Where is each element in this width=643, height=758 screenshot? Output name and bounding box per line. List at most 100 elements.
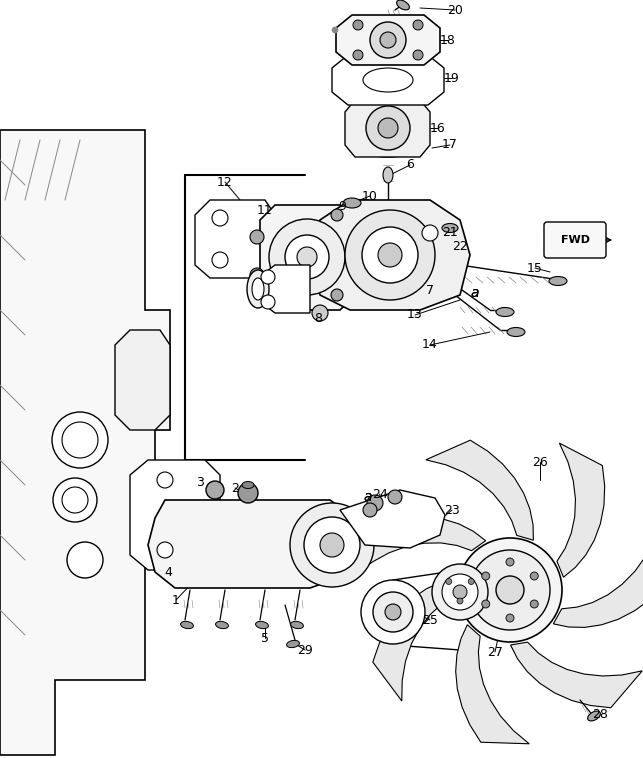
Circle shape — [290, 503, 374, 587]
Circle shape — [413, 50, 423, 60]
Circle shape — [304, 517, 360, 573]
Circle shape — [331, 209, 343, 221]
Text: 27: 27 — [487, 646, 503, 659]
Circle shape — [468, 578, 475, 584]
Ellipse shape — [252, 278, 264, 300]
Polygon shape — [345, 100, 430, 157]
Circle shape — [320, 533, 344, 557]
Ellipse shape — [363, 68, 413, 92]
Circle shape — [530, 600, 538, 608]
Circle shape — [157, 542, 173, 558]
Text: 26: 26 — [532, 456, 548, 468]
Ellipse shape — [588, 711, 601, 721]
Circle shape — [250, 230, 264, 244]
Circle shape — [285, 235, 329, 279]
Circle shape — [482, 600, 490, 608]
Polygon shape — [310, 200, 470, 310]
Polygon shape — [336, 15, 440, 65]
Polygon shape — [456, 625, 529, 744]
Circle shape — [446, 578, 452, 584]
Ellipse shape — [383, 167, 393, 183]
Circle shape — [422, 225, 438, 241]
Circle shape — [212, 210, 228, 226]
Circle shape — [388, 490, 402, 504]
Polygon shape — [148, 500, 365, 588]
Text: a: a — [471, 286, 479, 300]
Circle shape — [470, 550, 550, 630]
Circle shape — [212, 252, 228, 268]
Polygon shape — [0, 130, 170, 755]
Text: 16: 16 — [430, 121, 446, 134]
Circle shape — [312, 305, 328, 321]
Circle shape — [378, 118, 398, 138]
Ellipse shape — [507, 327, 525, 337]
Circle shape — [250, 268, 264, 282]
Text: 3: 3 — [196, 475, 204, 488]
Text: 23: 23 — [444, 503, 460, 516]
Ellipse shape — [343, 198, 361, 208]
Ellipse shape — [287, 641, 300, 647]
Text: 25: 25 — [422, 613, 438, 627]
Polygon shape — [115, 330, 170, 430]
Polygon shape — [258, 265, 310, 313]
Circle shape — [367, 495, 383, 511]
Polygon shape — [340, 490, 445, 548]
Text: 4: 4 — [164, 565, 172, 578]
Circle shape — [378, 243, 402, 267]
Polygon shape — [426, 440, 533, 540]
Ellipse shape — [397, 0, 410, 10]
Ellipse shape — [255, 622, 268, 628]
Polygon shape — [130, 460, 220, 570]
Ellipse shape — [181, 622, 194, 628]
Circle shape — [380, 32, 396, 48]
Text: 18: 18 — [440, 33, 456, 46]
Circle shape — [238, 483, 258, 503]
Circle shape — [361, 580, 425, 644]
Text: 7: 7 — [426, 283, 434, 296]
Circle shape — [432, 564, 488, 620]
Circle shape — [157, 472, 173, 488]
Text: 19: 19 — [444, 71, 460, 84]
Circle shape — [332, 27, 338, 33]
Circle shape — [370, 22, 406, 58]
Text: 2: 2 — [231, 481, 239, 494]
Text: 24: 24 — [372, 487, 388, 500]
Polygon shape — [332, 55, 444, 105]
Text: a: a — [471, 286, 479, 300]
Text: a: a — [364, 490, 372, 504]
Circle shape — [261, 295, 275, 309]
Text: 14: 14 — [422, 339, 438, 352]
Text: a: a — [364, 490, 372, 504]
Ellipse shape — [247, 270, 269, 308]
Circle shape — [345, 210, 435, 300]
Ellipse shape — [442, 224, 458, 233]
Circle shape — [373, 592, 413, 632]
Circle shape — [413, 20, 423, 30]
Text: 21: 21 — [442, 227, 458, 240]
Polygon shape — [557, 443, 604, 578]
Circle shape — [482, 572, 490, 580]
Circle shape — [52, 412, 108, 468]
Circle shape — [331, 289, 343, 301]
Text: 6: 6 — [406, 158, 414, 171]
Circle shape — [53, 478, 97, 522]
Text: 29: 29 — [297, 644, 313, 656]
Ellipse shape — [215, 622, 228, 628]
Text: 5: 5 — [261, 631, 269, 644]
Circle shape — [366, 106, 410, 150]
Text: 9: 9 — [338, 201, 346, 214]
Circle shape — [457, 598, 463, 604]
Text: 17: 17 — [442, 139, 458, 152]
Ellipse shape — [242, 481, 254, 488]
Circle shape — [385, 604, 401, 620]
Circle shape — [506, 614, 514, 622]
Circle shape — [442, 574, 478, 610]
Ellipse shape — [549, 277, 567, 286]
Circle shape — [458, 538, 562, 642]
Circle shape — [67, 542, 103, 578]
Circle shape — [453, 585, 467, 599]
Circle shape — [363, 503, 377, 517]
Circle shape — [530, 572, 538, 580]
Circle shape — [297, 247, 317, 267]
Text: 22: 22 — [452, 240, 468, 253]
